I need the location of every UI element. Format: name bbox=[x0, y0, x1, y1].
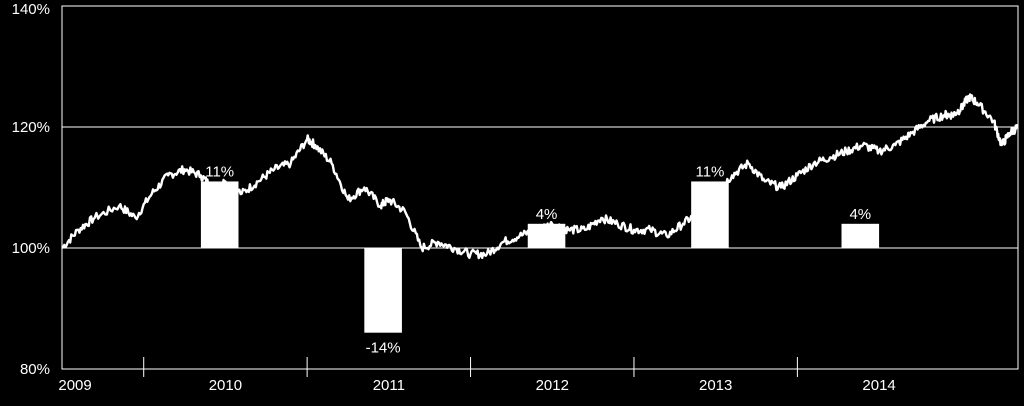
bar-value-label: 11% bbox=[695, 163, 724, 180]
x-tick-label: 2010 bbox=[209, 377, 242, 394]
bar-value-label: 4% bbox=[536, 206, 558, 223]
y-tick-label: 80% bbox=[20, 361, 50, 378]
axes bbox=[61, 5, 1019, 370]
return-bar bbox=[841, 223, 880, 248]
cumulative-return-line bbox=[61, 93, 1019, 260]
bar-value-label: -14% bbox=[366, 340, 401, 357]
y-tick-label: 120% bbox=[12, 119, 50, 136]
x-tick-label: 2013 bbox=[699, 377, 732, 394]
annual-return-bars bbox=[200, 181, 880, 333]
x-axis-ticks: 2009 2010 2011 2012 2013 2014 bbox=[58, 357, 896, 394]
y-axis-ticks: 80% 100% 120% 140% bbox=[12, 1, 50, 378]
x-tick-label: 2014 bbox=[862, 377, 895, 394]
x-tick-label: 2012 bbox=[536, 377, 569, 394]
x-tick-label: 2011 bbox=[373, 377, 405, 394]
bar-value-label: 4% bbox=[849, 206, 871, 223]
y-tick-label: 140% bbox=[12, 1, 50, 18]
cumulative-line bbox=[61, 93, 1019, 260]
bar-labels: 11% -14% 4% 11% 4% bbox=[205, 163, 871, 356]
return-bar bbox=[200, 181, 239, 248]
return-bar bbox=[364, 248, 402, 333]
bar-value-label: 11% bbox=[205, 163, 234, 180]
plot-frame bbox=[61, 5, 1019, 370]
x-tick-label: 2009 bbox=[58, 377, 91, 394]
return-bar bbox=[691, 181, 729, 248]
y-tick-label: 100% bbox=[12, 240, 50, 257]
